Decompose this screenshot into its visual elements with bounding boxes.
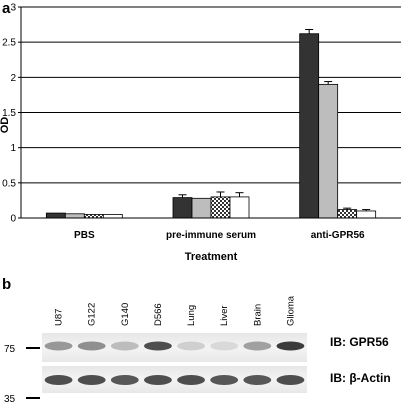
blot-bands [44, 341, 305, 385]
lane-label: Lung [186, 305, 197, 326]
marker-75-label: 75 [4, 344, 16, 355]
x-axis-title: Treatment [185, 251, 238, 263]
bar [83, 214, 104, 219]
x-category-label: anti-GPR56 [311, 230, 365, 241]
ib-gpr56-label: IB: GPR56 [330, 335, 389, 349]
lane-label: Glioma [285, 295, 296, 326]
blot-band [276, 375, 305, 385]
blot-band [276, 341, 305, 351]
bar [337, 209, 358, 219]
blot-band [44, 341, 73, 351]
chart-gridlines [21, 6, 401, 184]
lane-label: G122 [87, 303, 98, 326]
ib-actin-label: IB: β-Actin [330, 371, 391, 385]
y-tick-label: 3 [10, 3, 16, 14]
lane-label: U87 [54, 309, 65, 326]
x-axis-categories: PBS pre-immune serum anti-GPR56 [74, 230, 365, 241]
bar [229, 196, 250, 219]
blot-band [243, 341, 272, 351]
bar [210, 196, 231, 219]
od-bar-chart: 0 0.5 1 1.5 2 2.5 3 PBS pre-immune serum anti-GP… [0, 3, 401, 263]
bar [191, 197, 212, 219]
blot-band [77, 341, 106, 351]
bar [299, 33, 320, 219]
blot-band [144, 341, 172, 351]
bar [318, 83, 339, 219]
blot-band [77, 375, 106, 385]
lane-label: G140 [120, 303, 131, 326]
lane-label: Liver [219, 305, 230, 326]
bar [45, 212, 66, 219]
panel-b-label: b [2, 276, 11, 293]
bar [356, 210, 377, 219]
y-tick-label: 1.5 [2, 108, 16, 119]
y-tick-label: 0.5 [2, 178, 16, 189]
bar [172, 197, 193, 219]
blot-band [210, 341, 239, 351]
blot-band [177, 341, 205, 351]
y-axis-ticks: 0 0.5 1 1.5 2 2.5 3 [2, 3, 21, 225]
chart-bars [45, 29, 377, 219]
blot-band [243, 375, 272, 385]
blot-band [144, 375, 172, 385]
y-axis-title: OD [0, 117, 11, 134]
blot-band [210, 375, 239, 385]
x-category-label: pre-immune serum [166, 230, 256, 241]
x-category-label: PBS [74, 230, 95, 241]
western-blot: U87 G122 G140 D566 Lung Liver Brain Glioma 75 3… [4, 295, 391, 404]
lane-labels: U87 G122 G140 D566 Lung Liver Brain Glioma [54, 295, 297, 326]
blot-band [177, 375, 205, 385]
bar [64, 213, 85, 219]
lane-label: Brain [252, 304, 263, 326]
marker-35-label: 35 [4, 394, 16, 404]
blot-band [44, 375, 73, 385]
y-tick-label: 1 [10, 143, 16, 154]
bar [102, 214, 123, 219]
y-tick-label: 2.5 [2, 38, 16, 49]
y-tick-label: 0 [10, 214, 16, 225]
y-tick-label: 2 [10, 73, 16, 84]
panel-a-label: a [2, 0, 11, 17]
lane-label: D566 [153, 303, 164, 326]
blot-band [110, 341, 139, 351]
blot-band [110, 375, 139, 385]
